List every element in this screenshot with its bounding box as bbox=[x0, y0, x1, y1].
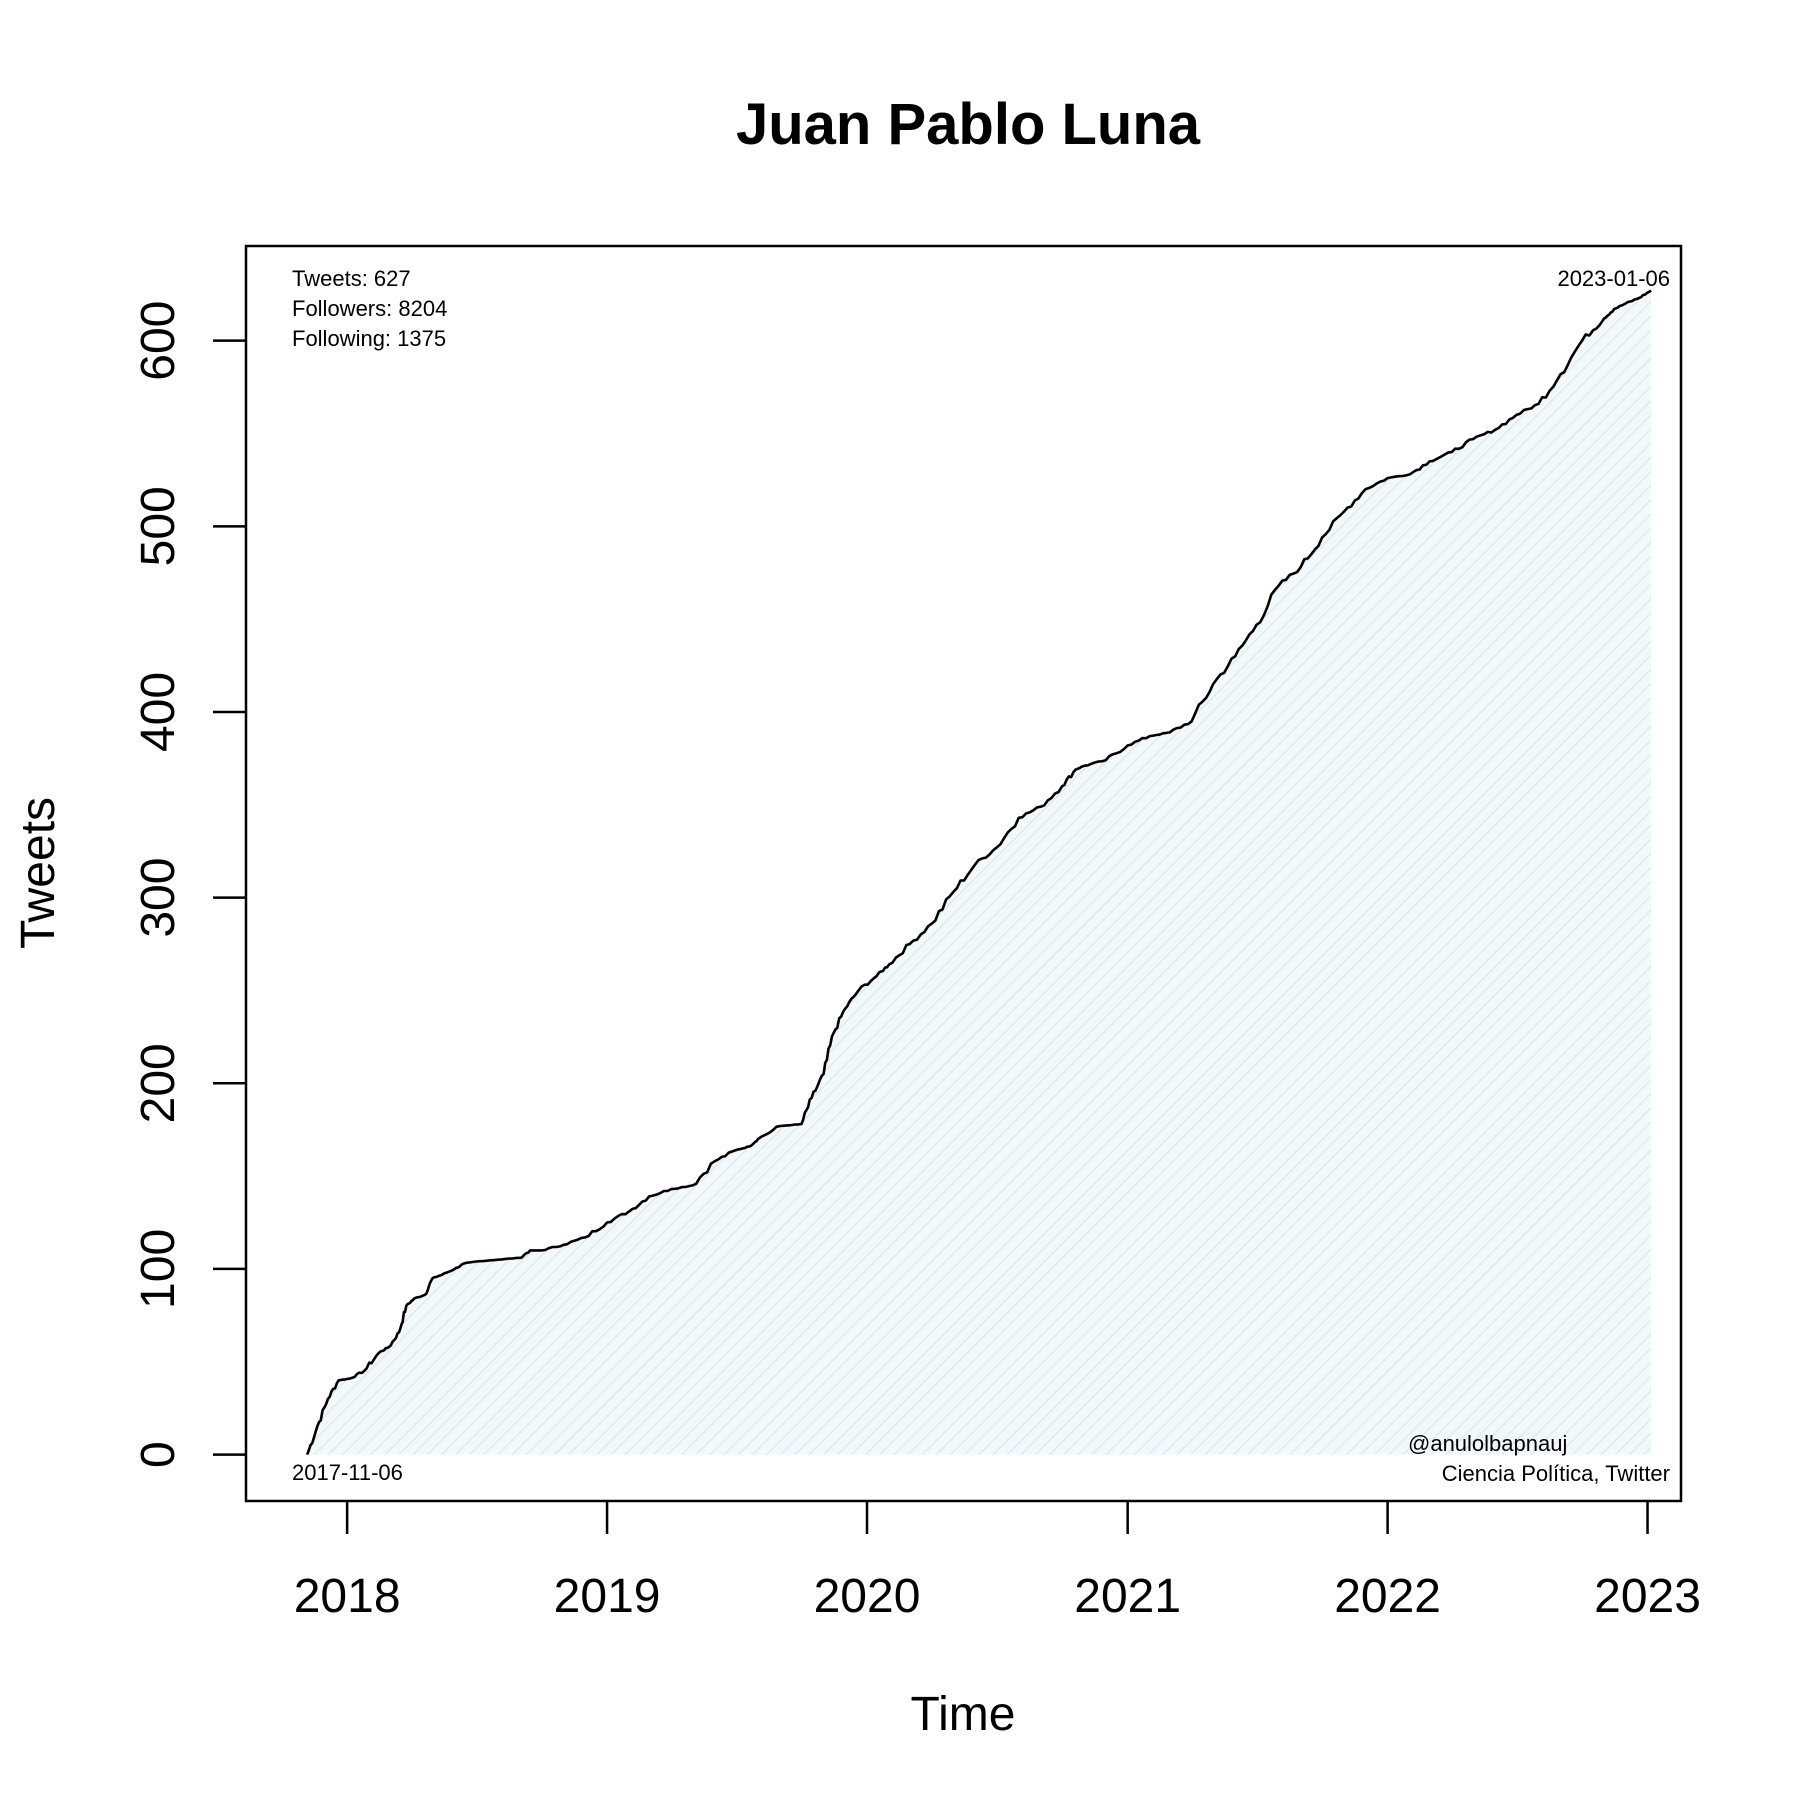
x-axis: 2018 2019 2020 2021 2022 2023 bbox=[294, 1501, 1701, 1623]
x-tick-label-2022: 2022 bbox=[1334, 1570, 1441, 1623]
series-line bbox=[305, 289, 1652, 1456]
source-label: Ciencia Política, Twitter bbox=[1442, 1461, 1670, 1486]
y-tick-label-100: 100 bbox=[132, 1229, 185, 1309]
x-tick-label-2023: 2023 bbox=[1594, 1570, 1701, 1623]
x-tick-label-2019: 2019 bbox=[554, 1570, 661, 1623]
x-tick-label-2021: 2021 bbox=[1074, 1570, 1181, 1623]
x-axis-label: Time bbox=[911, 1688, 1016, 1741]
tweets-count-label: Tweets: 627 bbox=[292, 266, 411, 291]
y-axis-label: Tweets bbox=[12, 797, 65, 949]
start-date-label: 2017-11-06 bbox=[292, 1460, 403, 1485]
followers-count-label: Followers: 8204 bbox=[292, 296, 447, 321]
series-area-fill bbox=[307, 290, 1652, 1455]
end-date-label: 2023-01-06 bbox=[1557, 266, 1670, 291]
y-tick-label-200: 200 bbox=[132, 1043, 185, 1123]
x-tick-label-2020: 2020 bbox=[814, 1570, 921, 1623]
y-tick-label-300: 300 bbox=[132, 858, 185, 938]
chart-title: Juan Pablo Luna bbox=[736, 92, 1201, 157]
plot-frame bbox=[244, 244, 1683, 1503]
y-tick-label-0: 0 bbox=[132, 1441, 185, 1468]
handle-label: @anulolbapnauj bbox=[1408, 1431, 1567, 1456]
y-tick-label-600: 600 bbox=[132, 301, 185, 381]
following-count-label: Following: 1375 bbox=[292, 326, 446, 351]
y-tick-label-400: 400 bbox=[132, 672, 185, 752]
x-tick-label-2018: 2018 bbox=[294, 1570, 401, 1623]
plot-area bbox=[305, 289, 1652, 1456]
y-axis: 0 100 200 300 400 500 600 bbox=[132, 301, 246, 1468]
y-tick-label-500: 500 bbox=[132, 486, 185, 566]
